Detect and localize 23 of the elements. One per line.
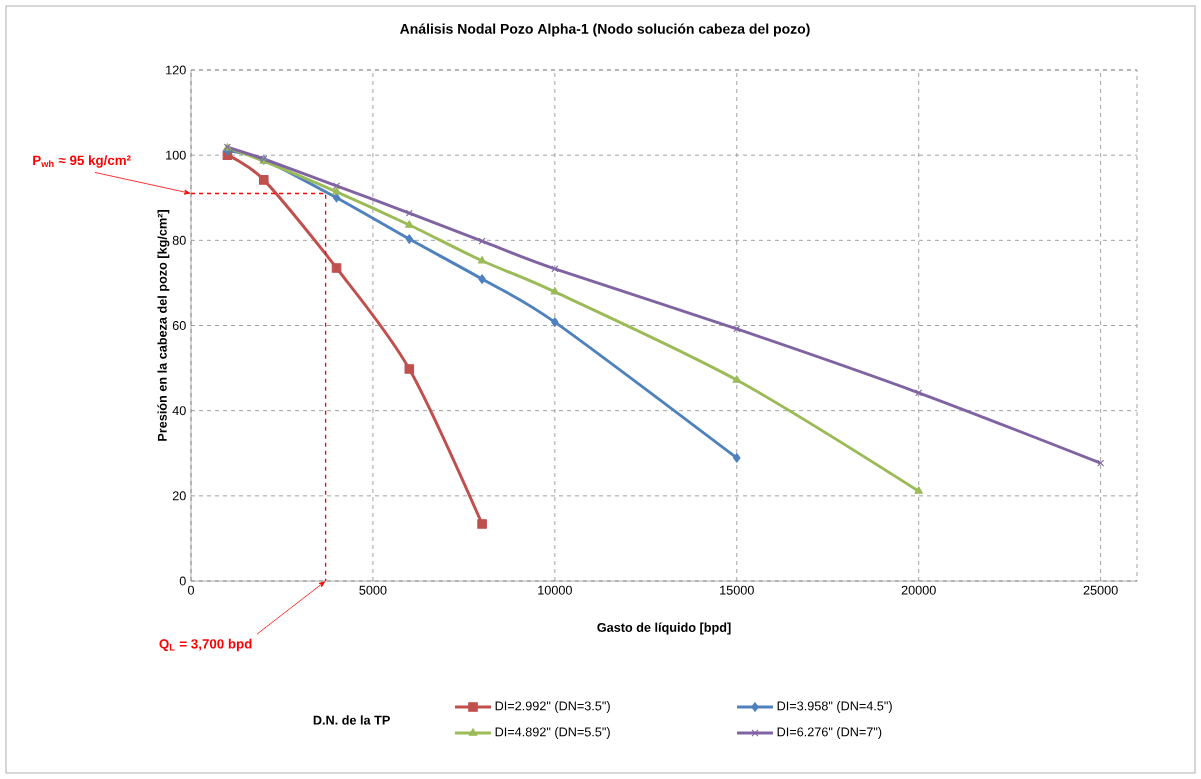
x-tick-label: 20000 xyxy=(901,585,936,595)
y-tick-label: 40 xyxy=(172,406,186,416)
y-tick-label: 100 xyxy=(166,150,186,160)
y-tick-label: 80 xyxy=(172,235,186,245)
annotation: P$_{wh}$ ≈ 95 kg/cm² xyxy=(33,155,131,168)
legend-label: DI=6.276" (DN=7") xyxy=(777,727,882,739)
legend-label: DI=3.958" (DN=4.5") xyxy=(777,701,892,713)
x-tick-label: 25000 xyxy=(1083,585,1118,595)
x-tick-label: 5000 xyxy=(359,585,387,595)
legend-title: D.N. de la TP xyxy=(313,715,390,725)
chart-title: Análisis Nodal Pozo Alpha-1 (Nodo solución cabeza del pozo) xyxy=(400,23,810,37)
legend-label: DI=4.892" (DN=5.5") xyxy=(495,727,610,739)
y-axis-title: Presión en la cabeza del pozo [kg/cm²] xyxy=(157,210,170,441)
x-tick-label: 15000 xyxy=(720,585,754,595)
x-tick-label: 10000 xyxy=(538,585,572,595)
annotation: Q$_{L}$ = 3,700 bpd xyxy=(159,638,252,652)
legend-label: DI=2.992" (DN=3.5") xyxy=(495,701,610,713)
x-axis-title: Gasto de líquido [bpd] xyxy=(597,622,731,635)
y-tick-label: 20 xyxy=(172,491,186,501)
y-tick-label: 0 xyxy=(179,576,186,586)
y-tick-label: 120 xyxy=(166,65,186,75)
x-tick-label: 0 xyxy=(187,585,195,595)
y-tick-label: 60 xyxy=(172,321,186,330)
